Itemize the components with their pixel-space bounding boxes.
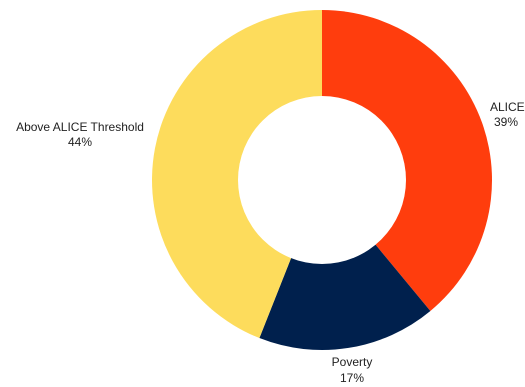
slice-label-value: 39% xyxy=(494,115,518,129)
slice-label-name: ALICE xyxy=(490,100,525,114)
slice-label-name: Poverty xyxy=(332,355,373,369)
donut-slices xyxy=(152,9,493,350)
slice-poverty xyxy=(259,180,431,350)
slice-label-value: 44% xyxy=(68,135,92,149)
slice-alice xyxy=(322,9,493,311)
donut-hole xyxy=(238,96,406,264)
slice-label-value: 17% xyxy=(340,371,364,385)
slice-above-alice-threshold xyxy=(152,10,322,339)
slice-label-name: Above ALICE Threshold xyxy=(16,120,144,134)
